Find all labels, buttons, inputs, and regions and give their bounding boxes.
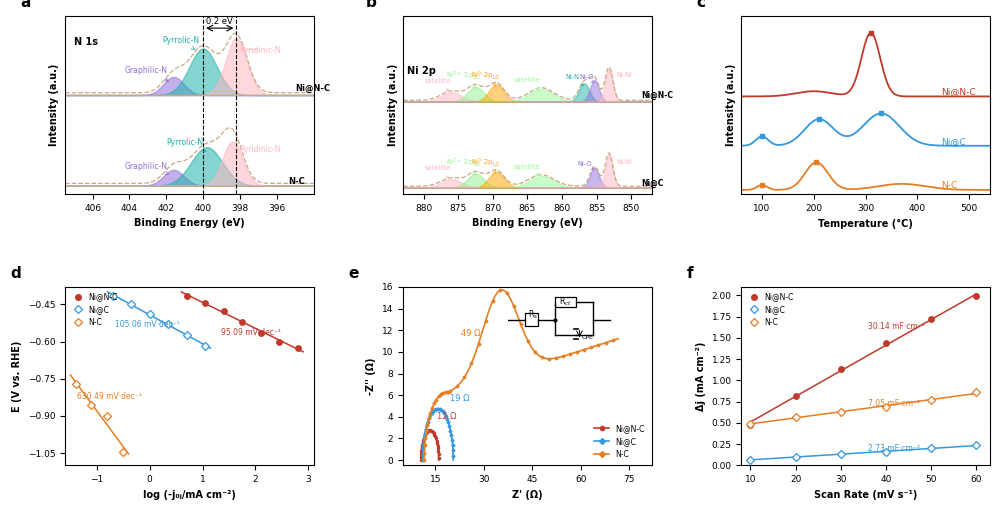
Text: Ni$^{2+}$ 2p$_{1/2}$: Ni$^{2+}$ 2p$_{1/2}$ — [446, 69, 482, 88]
Text: Ni@C: Ni@C — [641, 179, 664, 188]
X-axis label: Scan Rate (mV s⁻¹): Scan Rate (mV s⁻¹) — [814, 490, 917, 500]
X-axis label: Z' (Ω): Z' (Ω) — [512, 490, 543, 500]
Text: f: f — [687, 266, 693, 281]
Text: 630.49 mV·dec⁻¹: 630.49 mV·dec⁻¹ — [77, 392, 141, 401]
Text: N-C: N-C — [941, 180, 957, 189]
Text: Ni-Ni: Ni-Ni — [610, 72, 632, 78]
Text: 49 Ω: 49 Ω — [461, 328, 481, 338]
Text: a: a — [20, 0, 31, 10]
Text: c: c — [697, 0, 706, 10]
Text: Pyridinic-N: Pyridinic-N — [235, 145, 281, 154]
Text: Ni-N: Ni-N — [565, 74, 584, 85]
Text: Ni$^{2+}$ 2p$_{1/2}$: Ni$^{2+}$ 2p$_{1/2}$ — [446, 156, 482, 175]
Y-axis label: Δj (mA cm⁻²): Δj (mA cm⁻²) — [696, 342, 706, 411]
Legend: Ni@N-C, Ni@C, N-C: Ni@N-C, Ni@C, N-C — [591, 421, 648, 462]
Text: Graphilic-N: Graphilic-N — [125, 162, 169, 175]
Y-axis label: Intensity (a.u.): Intensity (a.u.) — [49, 64, 59, 146]
Text: Ni 2p: Ni 2p — [407, 65, 436, 75]
Text: Ni@N-C: Ni@N-C — [295, 84, 330, 93]
Text: 30.14 mF·cm⁻²: 30.14 mF·cm⁻² — [868, 323, 925, 332]
Text: d: d — [10, 266, 21, 281]
Text: e: e — [348, 266, 359, 281]
X-axis label: Binding Energy (eV): Binding Energy (eV) — [134, 219, 245, 229]
Text: Ni-Ni: Ni-Ni — [610, 158, 632, 165]
Y-axis label: -Z'' (Ω): -Z'' (Ω) — [366, 358, 376, 395]
X-axis label: log (-j₀ⱼ/mA cm⁻²): log (-j₀ⱼ/mA cm⁻²) — [143, 490, 236, 500]
Text: Pyrrolic-N: Pyrrolic-N — [166, 138, 206, 152]
Text: Ni-O: Ni-O — [579, 74, 594, 83]
Legend: Ni@N-C, Ni@C, N-C: Ni@N-C, Ni@C, N-C — [69, 291, 119, 328]
Text: b: b — [366, 0, 377, 10]
X-axis label: Temperature (°C): Temperature (°C) — [818, 219, 913, 229]
X-axis label: Binding Energy (eV): Binding Energy (eV) — [472, 219, 583, 229]
Text: 95.09 mV·dec⁻¹: 95.09 mV·dec⁻¹ — [221, 328, 281, 337]
Text: Pyridinic-N: Pyridinic-N — [239, 46, 281, 54]
Text: satellite: satellite — [514, 164, 541, 176]
Text: Pyrrolic-N: Pyrrolic-N — [162, 36, 200, 49]
Text: 0.2 eV: 0.2 eV — [206, 17, 233, 26]
Text: 12 Ω: 12 Ω — [437, 412, 457, 421]
Legend: Ni@N-C, Ni@C, N-C: Ni@N-C, Ni@C, N-C — [745, 291, 795, 328]
Text: satellite: satellite — [514, 77, 541, 89]
Text: 19 Ω: 19 Ω — [450, 394, 469, 403]
Text: N-C: N-C — [288, 177, 305, 186]
Text: Ni$^{0}$ 2p$_{1/2}$: Ni$^{0}$ 2p$_{1/2}$ — [471, 69, 501, 86]
Text: satellite: satellite — [424, 165, 451, 178]
Text: 2.73 mF·cm⁻²: 2.73 mF·cm⁻² — [868, 444, 920, 453]
Text: Ni@N-C: Ni@N-C — [941, 87, 975, 96]
Text: 7.05 mF·cm⁻²: 7.05 mF·cm⁻² — [868, 399, 920, 408]
Y-axis label: Intensity (a.u.): Intensity (a.u.) — [388, 64, 398, 146]
Text: Ni@C: Ni@C — [941, 138, 965, 146]
Y-axis label: E (V vs. RHE): E (V vs. RHE) — [12, 340, 22, 412]
Text: satellite: satellite — [424, 78, 451, 92]
Text: Graphilic-N: Graphilic-N — [125, 66, 168, 81]
Y-axis label: Intensity (a.u.): Intensity (a.u.) — [726, 64, 736, 146]
Text: N 1s: N 1s — [74, 37, 98, 47]
Text: 105.06 mV·dec⁻¹: 105.06 mV·dec⁻¹ — [115, 320, 180, 328]
Text: Ni@N-C: Ni@N-C — [641, 90, 673, 100]
Text: Ni-O: Ni-O — [577, 161, 594, 170]
Text: Ni$^{0}$ 2p$_{1/2}$: Ni$^{0}$ 2p$_{1/2}$ — [471, 156, 501, 173]
